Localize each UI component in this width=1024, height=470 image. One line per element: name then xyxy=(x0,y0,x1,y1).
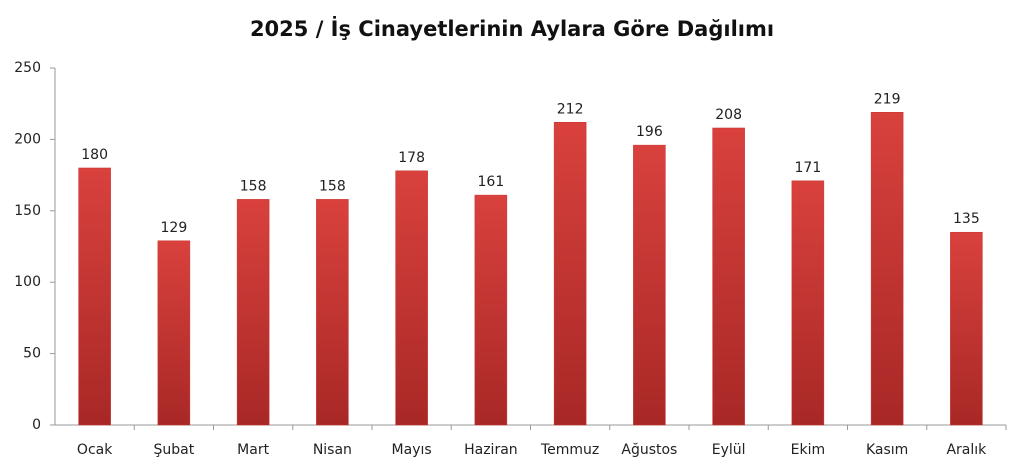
value-label: 158 xyxy=(240,178,267,194)
x-tick-label: Eylül xyxy=(712,442,746,458)
chart-title: 2025 / İş Cinayetlerinin Aylara Göre Dağ… xyxy=(250,16,774,41)
value-label: 171 xyxy=(795,160,822,176)
value-label: 180 xyxy=(81,147,108,163)
y-tick-label: 200 xyxy=(14,131,41,147)
value-label: 135 xyxy=(953,211,980,227)
value-label: 161 xyxy=(478,174,505,190)
value-label: 219 xyxy=(874,91,901,107)
y-tick-label: 100 xyxy=(14,274,41,290)
bar xyxy=(553,122,587,426)
y-tick-label: 150 xyxy=(14,203,41,219)
x-tick-label: Nisan xyxy=(313,442,352,458)
bar xyxy=(791,180,825,426)
bar xyxy=(157,240,191,426)
x-tick-label: Ekim xyxy=(791,442,825,458)
value-label: 129 xyxy=(161,220,188,236)
x-tick-label: Kasım xyxy=(866,442,908,458)
y-tick-label: 250 xyxy=(14,60,41,76)
bar xyxy=(78,167,111,426)
bar xyxy=(712,127,745,426)
x-tick-label: Ocak xyxy=(77,442,113,458)
value-label: 208 xyxy=(715,107,742,123)
x-tick-label: Şubat xyxy=(154,442,195,458)
value-label: 178 xyxy=(398,150,425,166)
x-tick-label: Haziran xyxy=(464,442,518,458)
value-label: 196 xyxy=(636,124,663,140)
y-tick-label: 50 xyxy=(23,346,41,362)
x-tick-label: Aralık xyxy=(946,442,987,458)
x-tick-label: Temmuz xyxy=(540,442,599,458)
y-tick-label: 0 xyxy=(32,417,41,433)
bar xyxy=(474,194,508,426)
bar xyxy=(236,199,270,426)
x-tick-label: Mart xyxy=(237,442,269,458)
x-tick-label: Mayıs xyxy=(392,442,432,458)
value-label: 158 xyxy=(319,178,346,194)
value-label: 212 xyxy=(557,101,584,117)
bar xyxy=(316,199,349,426)
bar xyxy=(633,144,666,426)
x-tick-label: Ağustos xyxy=(621,442,677,458)
bar xyxy=(870,112,904,426)
bar xyxy=(395,170,428,426)
bar xyxy=(950,231,983,426)
